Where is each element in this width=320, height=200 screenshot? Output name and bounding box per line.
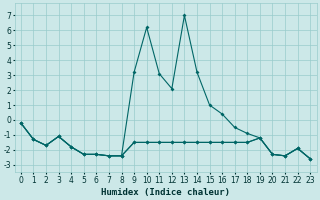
X-axis label: Humidex (Indice chaleur): Humidex (Indice chaleur)	[101, 188, 230, 197]
